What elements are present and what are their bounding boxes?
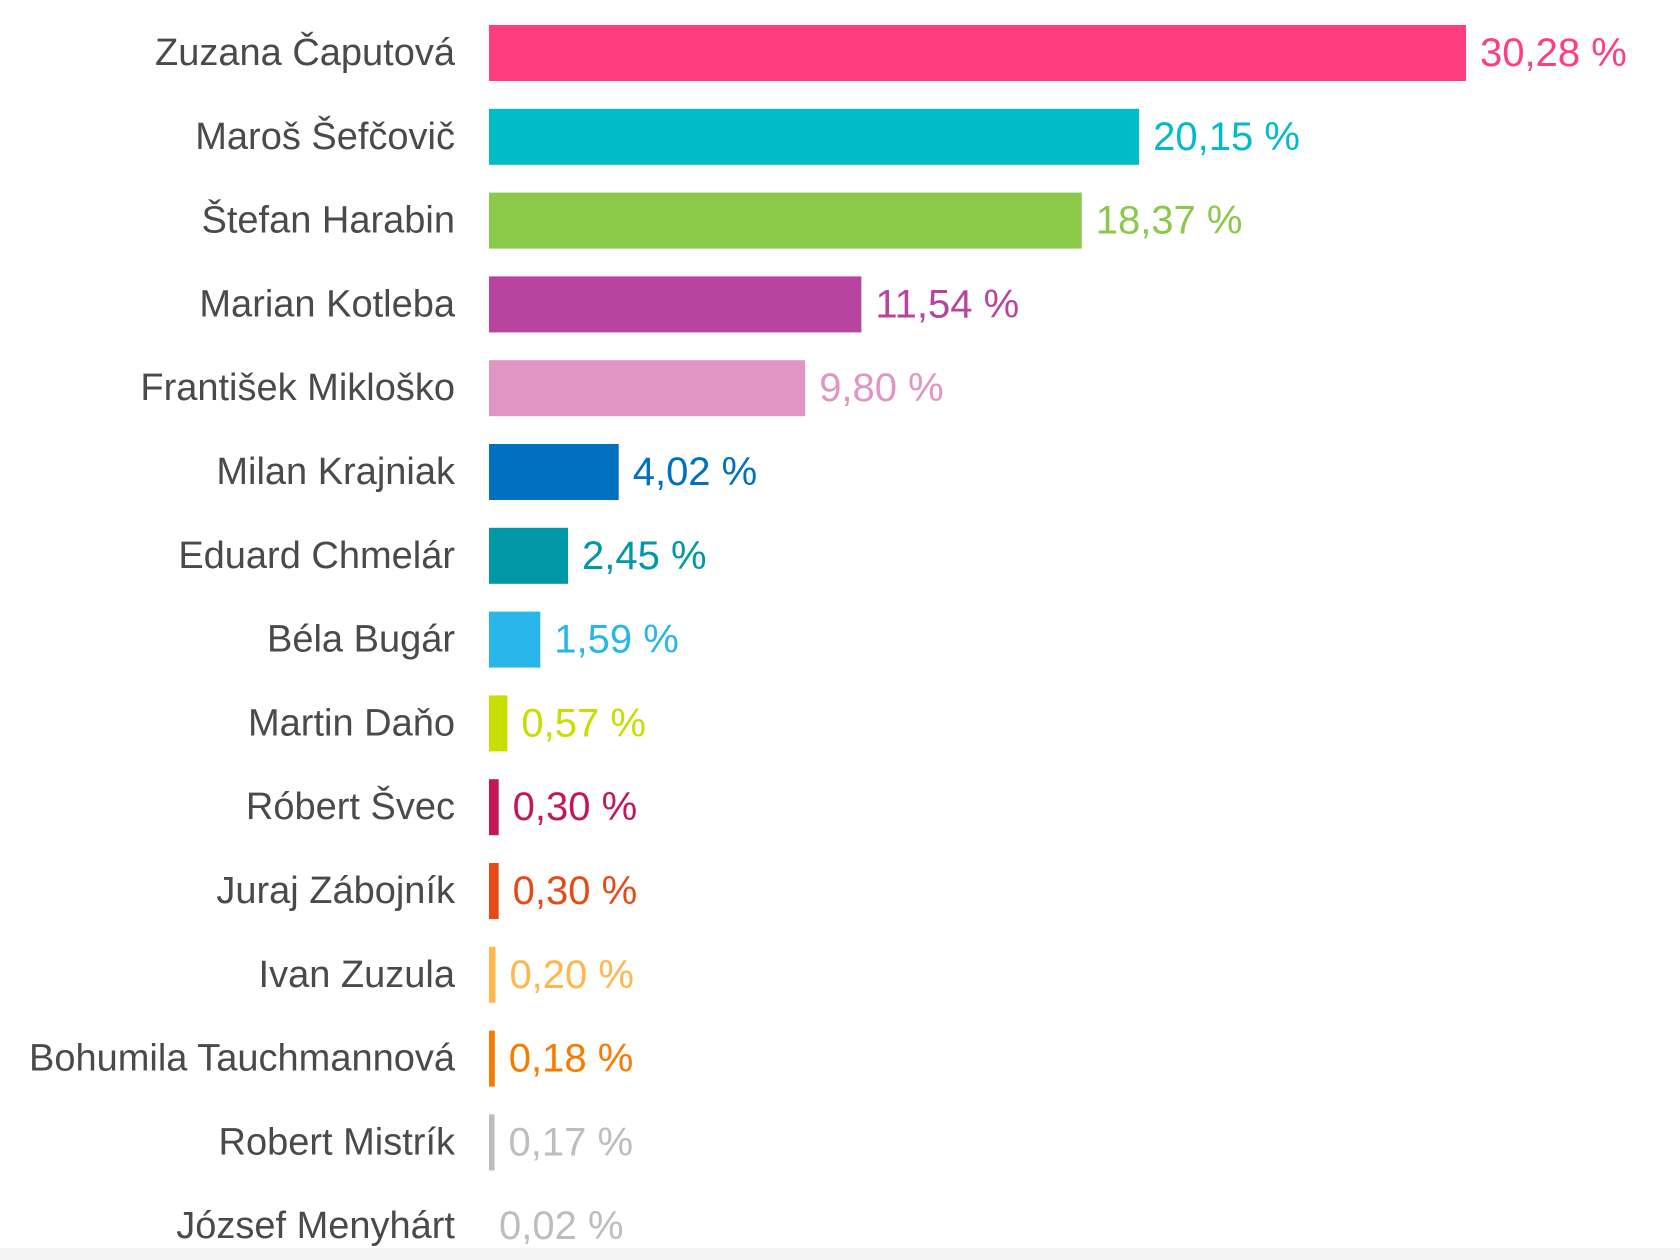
value-label: 0,30 % <box>513 785 638 829</box>
category-label: Maroš Šefčovič <box>195 114 455 158</box>
bar[interactable] <box>489 863 499 919</box>
value-label: 0,17 % <box>508 1120 633 1164</box>
value-label: 18,37 % <box>1096 199 1243 243</box>
category-labels: Zuzana Čaputová Maroš Šefčovič Štefan Hara… <box>29 30 456 1247</box>
bar[interactable] <box>489 108 1140 165</box>
category-label: Štefan Harabin <box>202 198 456 242</box>
value-label: 2,45 % <box>582 534 707 578</box>
category-label: Juraj Zábojník <box>216 870 456 912</box>
bar[interactable] <box>489 276 862 333</box>
bar[interactable] <box>489 611 541 668</box>
value-label: 11,54 % <box>875 282 1019 326</box>
value-label: 1,59 % <box>554 618 679 662</box>
bar[interactable] <box>489 192 1082 249</box>
bar[interactable] <box>489 25 1466 81</box>
category-label: Martin Daňo <box>248 702 455 744</box>
category-label: Eduard Chmelár <box>178 535 455 577</box>
value-label: 0,20 % <box>509 953 634 997</box>
category-label: Zuzana Čaputová <box>155 30 456 74</box>
category-label: Bohumila Tauchmannová <box>29 1038 456 1080</box>
bar[interactable] <box>489 1030 495 1087</box>
category-label: Béla Bugár <box>267 619 455 661</box>
value-label: 0,57 % <box>521 701 646 745</box>
category-label: Robert Mistrík <box>219 1121 456 1163</box>
bar[interactable] <box>489 360 806 417</box>
value-label: 0,02 % <box>499 1204 624 1248</box>
value-label: 4,02 % <box>633 450 758 494</box>
bar[interactable] <box>489 946 496 1003</box>
category-label: František Mikloško <box>140 367 455 409</box>
category-label: Ivan Zuzula <box>259 954 456 996</box>
bar[interactable] <box>489 1114 495 1171</box>
category-label: Róbert Švec <box>246 784 455 828</box>
value-label: 0,30 % <box>513 869 638 913</box>
bar[interactable] <box>489 779 499 836</box>
category-label: Milan Krajniak <box>216 451 456 493</box>
value-labels: 30,28 % 20,15 % 18,37 % 11,54 % 9,80 % 4,02 %… <box>499 31 1627 1248</box>
bar[interactable] <box>489 695 508 752</box>
category-label: József Menyhárt <box>176 1205 455 1247</box>
value-label: 0,18 % <box>509 1037 634 1081</box>
bar[interactable] <box>489 527 569 584</box>
value-label: 30,28 % <box>1480 31 1627 75</box>
bars <box>489 25 1466 1171</box>
value-label: 20,15 % <box>1153 115 1300 159</box>
bottom-divider <box>0 1248 1680 1260</box>
value-label: 9,80 % <box>819 366 944 410</box>
bar[interactable] <box>489 444 619 500</box>
category-label: Marian Kotleba <box>199 283 455 325</box>
